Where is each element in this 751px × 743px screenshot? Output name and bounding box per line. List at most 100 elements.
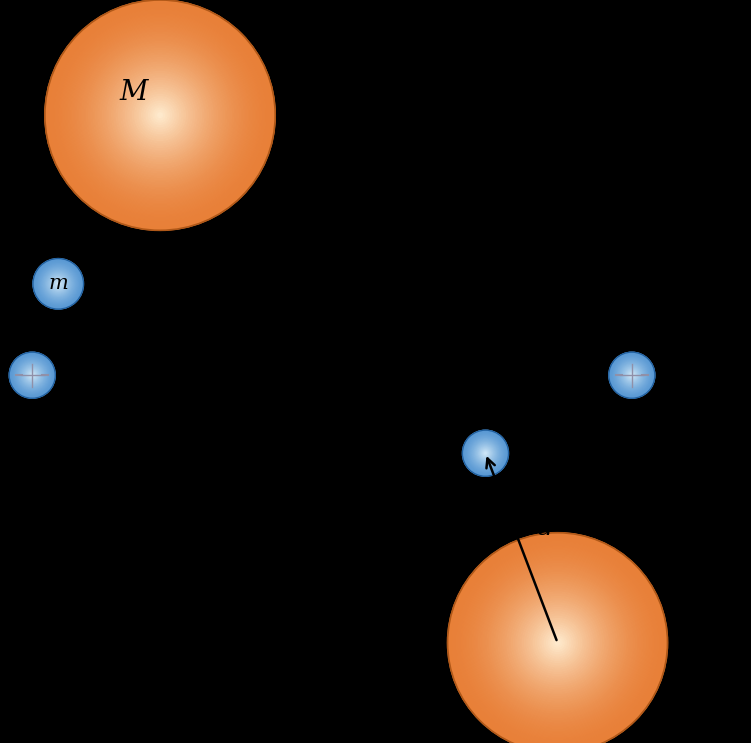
Circle shape	[472, 439, 499, 467]
Circle shape	[481, 565, 635, 720]
Circle shape	[483, 568, 632, 718]
Circle shape	[542, 627, 573, 658]
Circle shape	[123, 78, 197, 152]
Circle shape	[19, 361, 46, 389]
Circle shape	[481, 450, 490, 457]
Circle shape	[540, 625, 575, 661]
Circle shape	[27, 370, 38, 380]
Circle shape	[119, 74, 201, 157]
Circle shape	[112, 67, 208, 163]
Circle shape	[615, 358, 649, 392]
Circle shape	[531, 616, 584, 669]
Circle shape	[475, 443, 496, 464]
Circle shape	[14, 357, 50, 393]
Text: d: d	[536, 515, 553, 540]
Circle shape	[544, 629, 571, 656]
Circle shape	[518, 603, 597, 682]
Circle shape	[478, 446, 493, 461]
Circle shape	[53, 278, 64, 290]
Circle shape	[53, 279, 63, 289]
Circle shape	[509, 594, 606, 691]
Circle shape	[448, 533, 668, 743]
Circle shape	[54, 9, 266, 221]
Circle shape	[26, 369, 39, 382]
Circle shape	[467, 553, 647, 733]
Circle shape	[625, 369, 639, 382]
Circle shape	[45, 270, 71, 297]
Circle shape	[493, 579, 621, 707]
Circle shape	[47, 273, 69, 295]
Circle shape	[474, 441, 497, 465]
Circle shape	[132, 88, 188, 143]
Circle shape	[514, 599, 602, 687]
Circle shape	[59, 14, 261, 216]
Text: M: M	[120, 80, 148, 106]
Circle shape	[54, 279, 62, 288]
Circle shape	[17, 360, 47, 390]
Circle shape	[91, 46, 229, 184]
Circle shape	[626, 369, 638, 381]
Circle shape	[28, 371, 37, 380]
Circle shape	[23, 366, 42, 385]
Circle shape	[479, 447, 492, 459]
Circle shape	[629, 372, 635, 378]
Circle shape	[454, 539, 661, 743]
Circle shape	[475, 444, 496, 463]
Circle shape	[470, 438, 501, 469]
Circle shape	[63, 19, 257, 212]
Circle shape	[35, 260, 82, 308]
Circle shape	[15, 358, 49, 392]
Circle shape	[547, 632, 569, 654]
Circle shape	[82, 37, 238, 193]
Circle shape	[496, 581, 619, 704]
Circle shape	[450, 535, 665, 743]
Circle shape	[153, 108, 167, 122]
Circle shape	[61, 16, 259, 214]
Circle shape	[472, 440, 499, 467]
Circle shape	[77, 32, 243, 198]
Circle shape	[45, 0, 275, 230]
Circle shape	[38, 264, 78, 304]
Circle shape	[490, 574, 626, 711]
Circle shape	[50, 276, 67, 292]
Circle shape	[125, 81, 195, 150]
Circle shape	[617, 360, 647, 390]
Circle shape	[144, 99, 176, 132]
Circle shape	[38, 263, 80, 305]
Circle shape	[137, 92, 183, 138]
Circle shape	[611, 354, 653, 396]
Circle shape	[31, 374, 34, 377]
Circle shape	[614, 357, 650, 393]
Circle shape	[93, 48, 227, 182]
Circle shape	[459, 544, 656, 742]
Circle shape	[9, 352, 56, 398]
Circle shape	[155, 111, 164, 120]
Circle shape	[626, 370, 637, 380]
Circle shape	[42, 267, 74, 300]
Circle shape	[149, 103, 171, 126]
Circle shape	[142, 97, 179, 134]
Circle shape	[476, 561, 639, 724]
Circle shape	[623, 367, 641, 383]
Circle shape	[627, 371, 636, 380]
Circle shape	[628, 372, 635, 379]
Circle shape	[73, 27, 248, 203]
Circle shape	[524, 610, 590, 675]
Circle shape	[516, 601, 599, 684]
Circle shape	[68, 23, 252, 207]
Circle shape	[146, 101, 173, 129]
Circle shape	[484, 452, 486, 454]
Circle shape	[551, 636, 564, 649]
Circle shape	[461, 546, 654, 739]
Circle shape	[50, 4, 270, 226]
Circle shape	[20, 362, 45, 389]
Circle shape	[616, 359, 648, 392]
Circle shape	[98, 53, 222, 178]
Circle shape	[56, 282, 61, 286]
Circle shape	[116, 71, 204, 159]
Circle shape	[523, 608, 593, 678]
Circle shape	[624, 368, 640, 383]
Circle shape	[12, 355, 53, 395]
Circle shape	[134, 90, 185, 140]
Circle shape	[21, 363, 44, 386]
